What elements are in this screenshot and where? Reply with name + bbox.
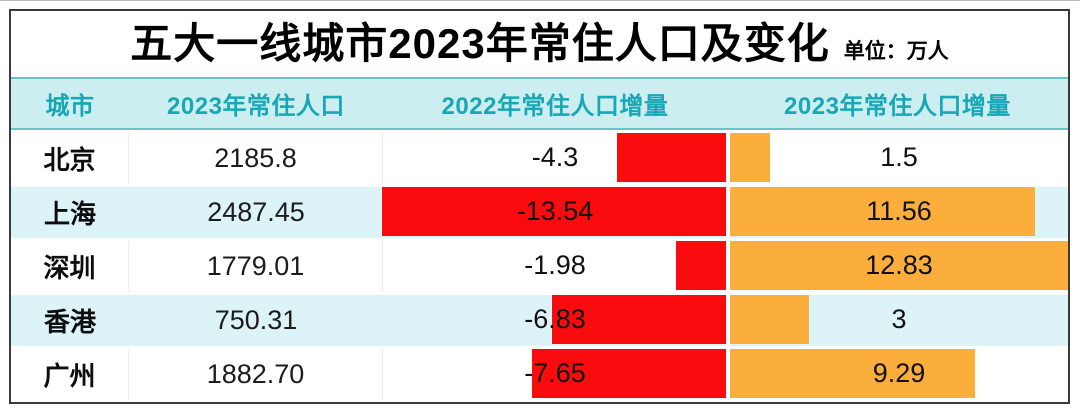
table-row-shenzhen: 深圳 1779.01 -1.98 12.83 <box>11 238 1068 292</box>
population-value: 2487.45 <box>207 197 305 227</box>
delta-2023-value: 11.56 <box>866 196 932 226</box>
city-label: 广州 <box>11 349 129 400</box>
positive-bar-2023 <box>730 187 1035 236</box>
population-value: 2185.8 <box>129 133 383 184</box>
delta-2022-value: -6.83 <box>524 304 586 334</box>
delta-2023-cell: 9.29 <box>727 349 1068 400</box>
city-label: 北京 <box>11 133 129 184</box>
table-row-hongkong: 香港 750.31 -6.83 3 <box>11 292 1068 346</box>
delta-2022-value: -7.65 <box>524 358 586 388</box>
header-delta-2022: 2022年常住人口增量 <box>441 93 669 120</box>
page-title: 五大一线城市2023年常住人口及变化 <box>130 20 830 67</box>
delta-2022-value: -13.54 <box>516 196 594 226</box>
population-value: 1882.70 <box>129 349 383 400</box>
negative-bar-2022 <box>531 349 726 398</box>
delta-2023-cell: 12.83 <box>727 241 1068 292</box>
unit-label: 单位：万人 <box>843 39 949 63</box>
positive-bar-2023 <box>730 295 810 344</box>
positive-bar-2023 <box>730 133 770 182</box>
delta-2023-value: 3 <box>891 304 907 334</box>
negative-bar-2022 <box>382 187 726 236</box>
delta-2022-value: -4.3 <box>531 142 579 172</box>
table-row-beijing: 北京 2185.8 -4.3 1.5 <box>11 130 1068 184</box>
header-delta-2023: 2023年常住人口增量 <box>784 93 1011 120</box>
city-label: 上海 <box>43 199 96 229</box>
title-bar: 五大一线城市2023年常住人口及变化 单位：万人 <box>11 11 1068 77</box>
delta-2022-cell: -13.54 <box>382 187 727 238</box>
delta-2022-value: -1.98 <box>524 250 586 280</box>
negative-bar-2022 <box>675 241 726 290</box>
negative-bar-2022 <box>552 295 726 344</box>
table-header-row: 城市 2023年常住人口 2022年常住人口增量 2023年常住人口增量 <box>11 77 1068 130</box>
delta-2022-cell: -7.65 <box>383 349 727 400</box>
delta-2023-value: 12.83 <box>865 250 933 280</box>
delta-2023-cell: 3 <box>727 295 1068 346</box>
negative-bar-2022 <box>616 133 726 182</box>
city-label: 深圳 <box>11 241 129 292</box>
positive-bar-2023 <box>730 349 975 398</box>
table-row-shanghai: 上海 2487.45 -13.54 11.56 <box>11 184 1068 238</box>
delta-2023-cell: 1.5 <box>727 133 1068 184</box>
population-value: 1779.01 <box>129 241 383 292</box>
positive-bar-2023 <box>730 241 1068 290</box>
delta-2023-value: 1.5 <box>880 142 918 172</box>
delta-2023-value: 9.29 <box>872 358 926 388</box>
delta-2022-cell: -1.98 <box>383 241 727 292</box>
delta-2023-cell: 11.56 <box>727 187 1068 238</box>
table-row-guangzhou: 广州 1882.70 -7.65 9.29 <box>11 346 1068 400</box>
header-population-2023: 2023年常住人口 <box>167 93 345 120</box>
delta-2022-cell: -4.3 <box>383 133 727 184</box>
table-body: 北京 2185.8 -4.3 1.5 上海 2487.45 -13.54 11.… <box>11 130 1068 400</box>
population-value: 750.31 <box>214 305 298 335</box>
city-label: 香港 <box>43 307 96 337</box>
chart-frame: 五大一线城市2023年常住人口及变化 单位：万人 城市 2023年常住人口 20… <box>9 9 1070 404</box>
header-city: 城市 <box>45 93 95 120</box>
delta-2022-cell: -6.83 <box>383 295 727 346</box>
